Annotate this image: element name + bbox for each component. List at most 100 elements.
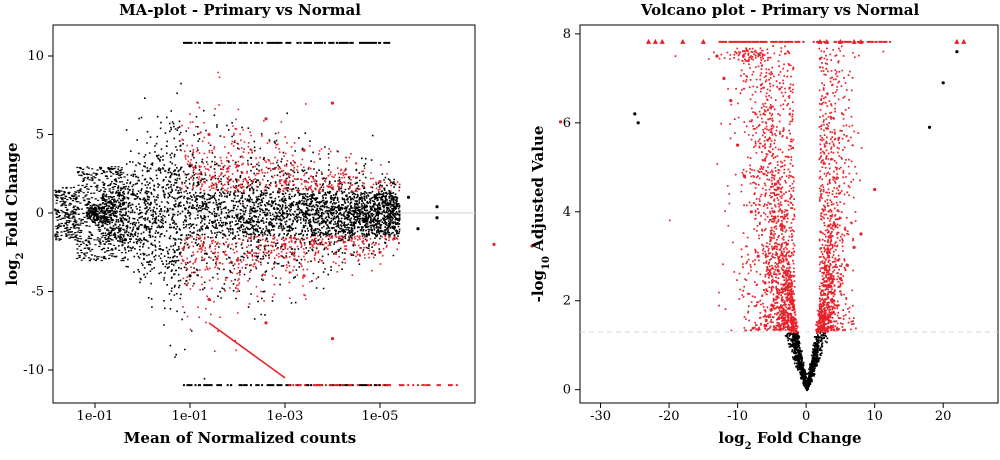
ma-data-point [330, 101, 335, 105]
volcano-x-axis-label: log2 Fold Change [718, 429, 861, 452]
ma-x-axis: 1e-01 1e-01 1e-03 1e-05 [77, 403, 398, 424]
volcano-data-point [756, 254, 760, 258]
volcano-capped-marker [700, 38, 706, 44]
volcano-x-tick-label: -10 [727, 409, 748, 424]
volcano-data-point [831, 299, 836, 303]
volcano-data-point [633, 112, 637, 116]
volcano-data-point [801, 374, 805, 378]
ma-data-points [121, 101, 677, 386]
volcano-data-point [777, 316, 781, 321]
volcano-data-point [808, 374, 812, 378]
ma-x-tick-label: 1e-01 [172, 409, 209, 424]
volcano-data-point [636, 121, 640, 125]
volcano-capped-marker [851, 38, 857, 44]
volcano-y-tick-label: 2 [563, 294, 571, 309]
volcano-data-point [742, 174, 747, 178]
volcano-x-tick-label: -30 [590, 409, 611, 424]
ma-y-axis: 10 5 0 -5 -10 [23, 49, 53, 378]
volcano-y-tick-label: 8 [563, 27, 571, 42]
volcano-y-tick-label: 6 [563, 116, 571, 131]
volcano-data-point [794, 343, 798, 347]
ma-data-point [378, 250, 382, 254]
volcano-data-point [715, 54, 719, 58]
volcano-data-point [784, 321, 788, 325]
volcano-cloud-red [668, 45, 885, 334]
ma-data-point [207, 297, 211, 301]
volcano-data-point [852, 245, 856, 249]
volcano-data-point [941, 81, 945, 85]
volcano-y-tick-label: 4 [563, 205, 571, 220]
ma-data-point [283, 242, 287, 246]
ma-plot-title: MA-plot - Primary vs Normal [119, 1, 361, 19]
volcano-x-tick-label: 20 [935, 409, 952, 424]
ma-plot: MA-plot - Primary vs Normal 1e-01 1e-01 … [3, 1, 677, 447]
volcano-data-point [736, 143, 740, 147]
ma-y-tick-label: 5 [36, 128, 44, 143]
volcano-capped-marker [824, 38, 830, 44]
ma-y-axis-label: log2 Fold Change [3, 142, 26, 285]
ma-data-point [136, 227, 140, 231]
ma-y-tick-label: 0 [36, 206, 44, 221]
volcano-data-point [927, 125, 932, 129]
volcano-capped-marker [652, 38, 658, 44]
volcano-data-point [825, 316, 829, 321]
volcano-capped-marker [817, 38, 823, 44]
ma-x-tick-label: 1e-01 [77, 409, 114, 424]
ma-data-point [188, 274, 192, 278]
volcano-data-point [722, 76, 726, 80]
volcano-capped-marker [837, 38, 843, 44]
ma-data-point [435, 205, 439, 209]
volcano-capped-marker [954, 38, 960, 44]
volcano-x-axis: -30 -20 -10 0 10 20 [590, 403, 951, 424]
volcano-data-point [814, 343, 819, 347]
ma-y-tick-label: -10 [23, 363, 44, 378]
ma-data-point [530, 244, 534, 248]
ma-y-tick-label: -5 [31, 285, 44, 300]
ma-lower-bound-line [208, 322, 286, 379]
volcano-x-tick-label: 10 [866, 409, 883, 424]
volcano-data-point [749, 210, 753, 214]
ma-cloud-black [54, 41, 401, 387]
volcano-x-tick-label: 0 [802, 409, 810, 424]
ma-x-axis-label: Mean of Normalized counts [124, 429, 356, 447]
ma-data-point [378, 180, 382, 184]
ma-data-point [235, 258, 240, 262]
ma-data-point [330, 337, 335, 341]
ma-data-point [264, 321, 268, 325]
volcano-plot-title: Volcano plot - Primary vs Normal [640, 1, 920, 19]
volcano-capped-marker [659, 38, 665, 44]
volcano-data-point [818, 325, 822, 329]
volcano-data-point [790, 325, 795, 329]
volcano-data-point [729, 99, 733, 103]
volcano-data-point [845, 263, 849, 267]
volcano-capped-row [718, 40, 892, 43]
volcano-capped-marker [645, 38, 652, 44]
ma-x-tick-label: 1e-03 [267, 409, 304, 424]
ma-data-point [435, 216, 439, 220]
volcano-capped-marker [961, 38, 967, 44]
ma-data-point [558, 120, 563, 124]
volcano-data-point [770, 303, 774, 307]
ma-data-point [492, 242, 496, 246]
volcano-capped-marker [680, 38, 686, 44]
ma-data-point [302, 148, 306, 152]
volcano-capped-marker [858, 38, 864, 44]
volcano-data-point [955, 50, 959, 54]
volcano-data-points [633, 38, 967, 389]
volcano-data-point [838, 276, 843, 281]
ma-point-cloud [54, 41, 458, 387]
ma-data-point [207, 132, 211, 137]
volcano-data-point [811, 361, 815, 365]
volcano-data-point [873, 187, 877, 192]
ma-data-point [264, 117, 268, 121]
ma-data-point [131, 192, 135, 196]
ma-data-point [123, 238, 127, 242]
ma-data-point [416, 227, 420, 231]
volcano-plot: Volcano plot - Primary vs Normal -30 -20-… [529, 1, 999, 452]
ma-data-point [406, 195, 411, 199]
ma-data-point [283, 180, 287, 184]
volcano-data-point [804, 385, 808, 389]
ma-data-point [302, 274, 306, 278]
ma-y-tick-label: 10 [27, 49, 44, 64]
